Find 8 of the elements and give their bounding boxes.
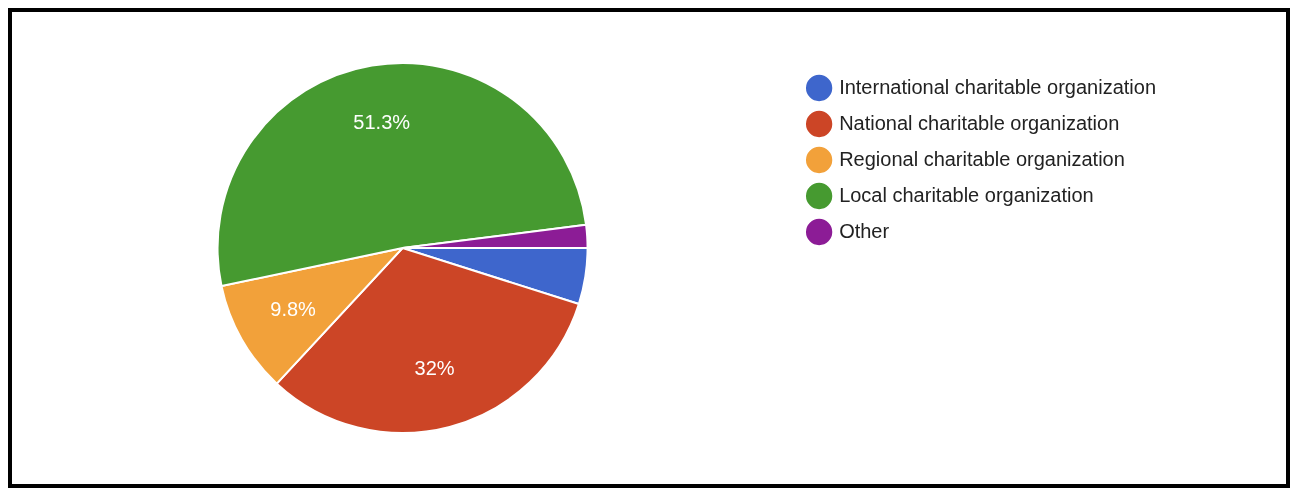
data-label: 51.3% [353, 111, 411, 134]
legend-label: Other [839, 219, 890, 242]
legend-label: International charitable organization [839, 75, 1156, 98]
data-label: 32% [414, 357, 455, 380]
data-label: 9.8% [270, 297, 317, 320]
legend-label: Regional charitable organization [839, 147, 1125, 170]
legend-label: National charitable organization [839, 111, 1120, 134]
legend-label: Local charitable organization [839, 183, 1094, 206]
